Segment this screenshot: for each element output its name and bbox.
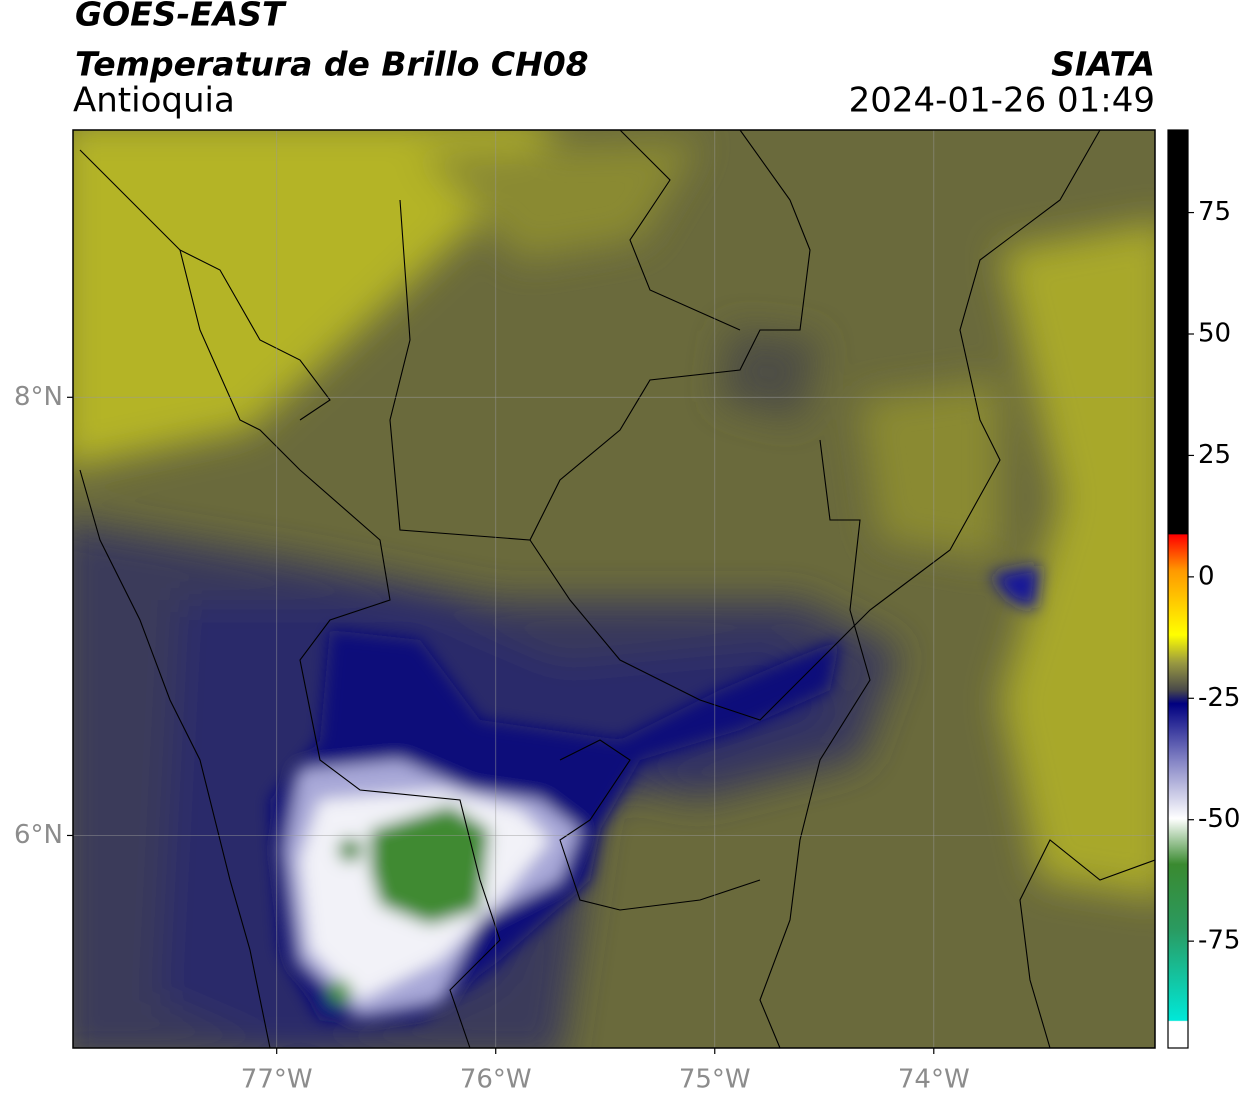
lon-tick-label: 74°W [898,1065,970,1095]
region: Antioquia [73,81,235,121]
colorbar-tick-label: 25 [1198,440,1231,470]
satellite-title: GOES-EAST [75,0,287,34]
colorbar [1167,129,1189,1049]
colorbar-tick-label: -75 [1198,926,1240,956]
lon-tick-label: 75°W [679,1065,751,1095]
gridlines [67,130,1155,1054]
colorbar-tick-label: -50 [1198,804,1240,834]
lat-tick-label: 6°N [14,820,63,850]
source: SIATA [1051,45,1155,84]
map-frame [72,129,1156,1049]
colorbar-tick-label: 75 [1198,197,1231,227]
colorbar-tick-label: 50 [1198,319,1231,349]
colorbar-tick-label: -25 [1198,683,1240,713]
lon-tick-label: 77°W [241,1065,313,1095]
colorbar-tick-label: 0 [1198,561,1215,591]
borders [79,130,1155,1048]
lat-tick-label: 8°N [14,382,63,412]
colorbar-ticks: 75 50 25 0 -25 -50 -75 [1188,197,1240,956]
lon-tick-label: 76°W [460,1065,532,1095]
product-title: Temperatura de Brillo CH08 [75,45,589,84]
map-field [73,130,1155,1048]
datetime: 2024-01-26 01:49 [849,81,1155,121]
